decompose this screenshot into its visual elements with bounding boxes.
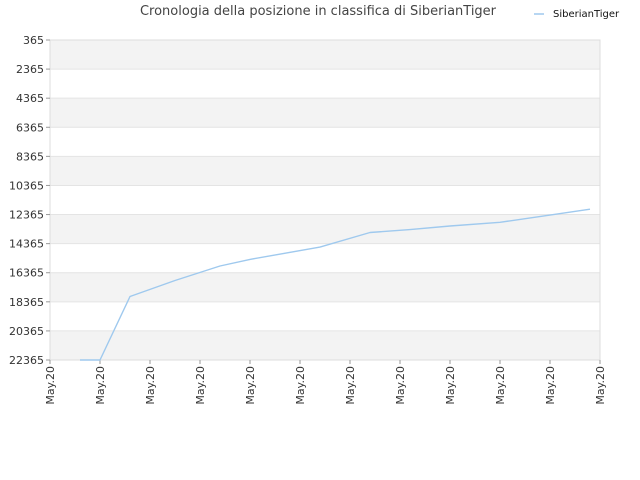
grid-band <box>50 272 600 302</box>
chart-title: Cronologia della posizione in classifica… <box>140 4 497 19</box>
legend-label: SiberianTiger <box>553 9 620 20</box>
y-tick-label: 2365 <box>16 63 44 76</box>
x-tick-label: May.20 <box>94 366 107 405</box>
legend: SiberianTiger <box>534 9 620 20</box>
grid-band <box>50 301 600 331</box>
y-tick-label: 8365 <box>16 150 44 163</box>
grid-band <box>50 156 600 186</box>
y-tick-label: 20365 <box>9 325 44 338</box>
x-tick-label: May.20 <box>44 366 57 405</box>
x-tick-label: May.20 <box>194 366 207 405</box>
plot-frame <box>49 39 601 361</box>
x-tick-label: May.20 <box>494 366 507 405</box>
y-tick-label: 6365 <box>16 121 44 134</box>
x-tick-label: May.20 <box>294 366 307 405</box>
y-tick-label: 14365 <box>9 238 44 251</box>
x-axis-ticks: May.20 May.20 May.20 May.20 May.20 May.20 May.… <box>44 360 607 405</box>
x-tick-label: May.20 <box>344 366 357 405</box>
y-tick-label: 365 <box>23 34 44 47</box>
grid-band <box>50 98 600 128</box>
grid-band <box>50 69 600 99</box>
x-tick-label: May.20 <box>444 366 457 405</box>
grid-band <box>50 243 600 273</box>
grid-band <box>50 127 600 157</box>
y-tick-label: 18365 <box>9 296 44 309</box>
series-line-siberiantiger <box>80 208 591 361</box>
grid-band <box>50 330 600 360</box>
y-axis-ticks: 365 2365 4365 6365 8365 10365 12365 14365 16365 1… <box>9 34 50 367</box>
x-tick-label: May.20 <box>144 366 157 405</box>
y-tick-label: 10365 <box>9 179 44 192</box>
x-tick-label: May.20 <box>244 366 257 405</box>
y-tick-label: 16365 <box>9 267 44 280</box>
grid-bands <box>50 40 600 360</box>
y-tick-label: 12365 <box>9 209 44 222</box>
x-tick-label: May.20 <box>394 366 407 405</box>
x-tick-label: May.20 <box>544 366 557 405</box>
x-tick-label: May.20 <box>594 366 607 405</box>
grid-band <box>50 185 600 215</box>
y-tick-label: 22365 <box>9 354 44 367</box>
series-layer <box>80 208 591 361</box>
grid-band <box>50 40 600 70</box>
y-tick-label: 4365 <box>16 92 44 105</box>
grid-band <box>50 214 600 244</box>
